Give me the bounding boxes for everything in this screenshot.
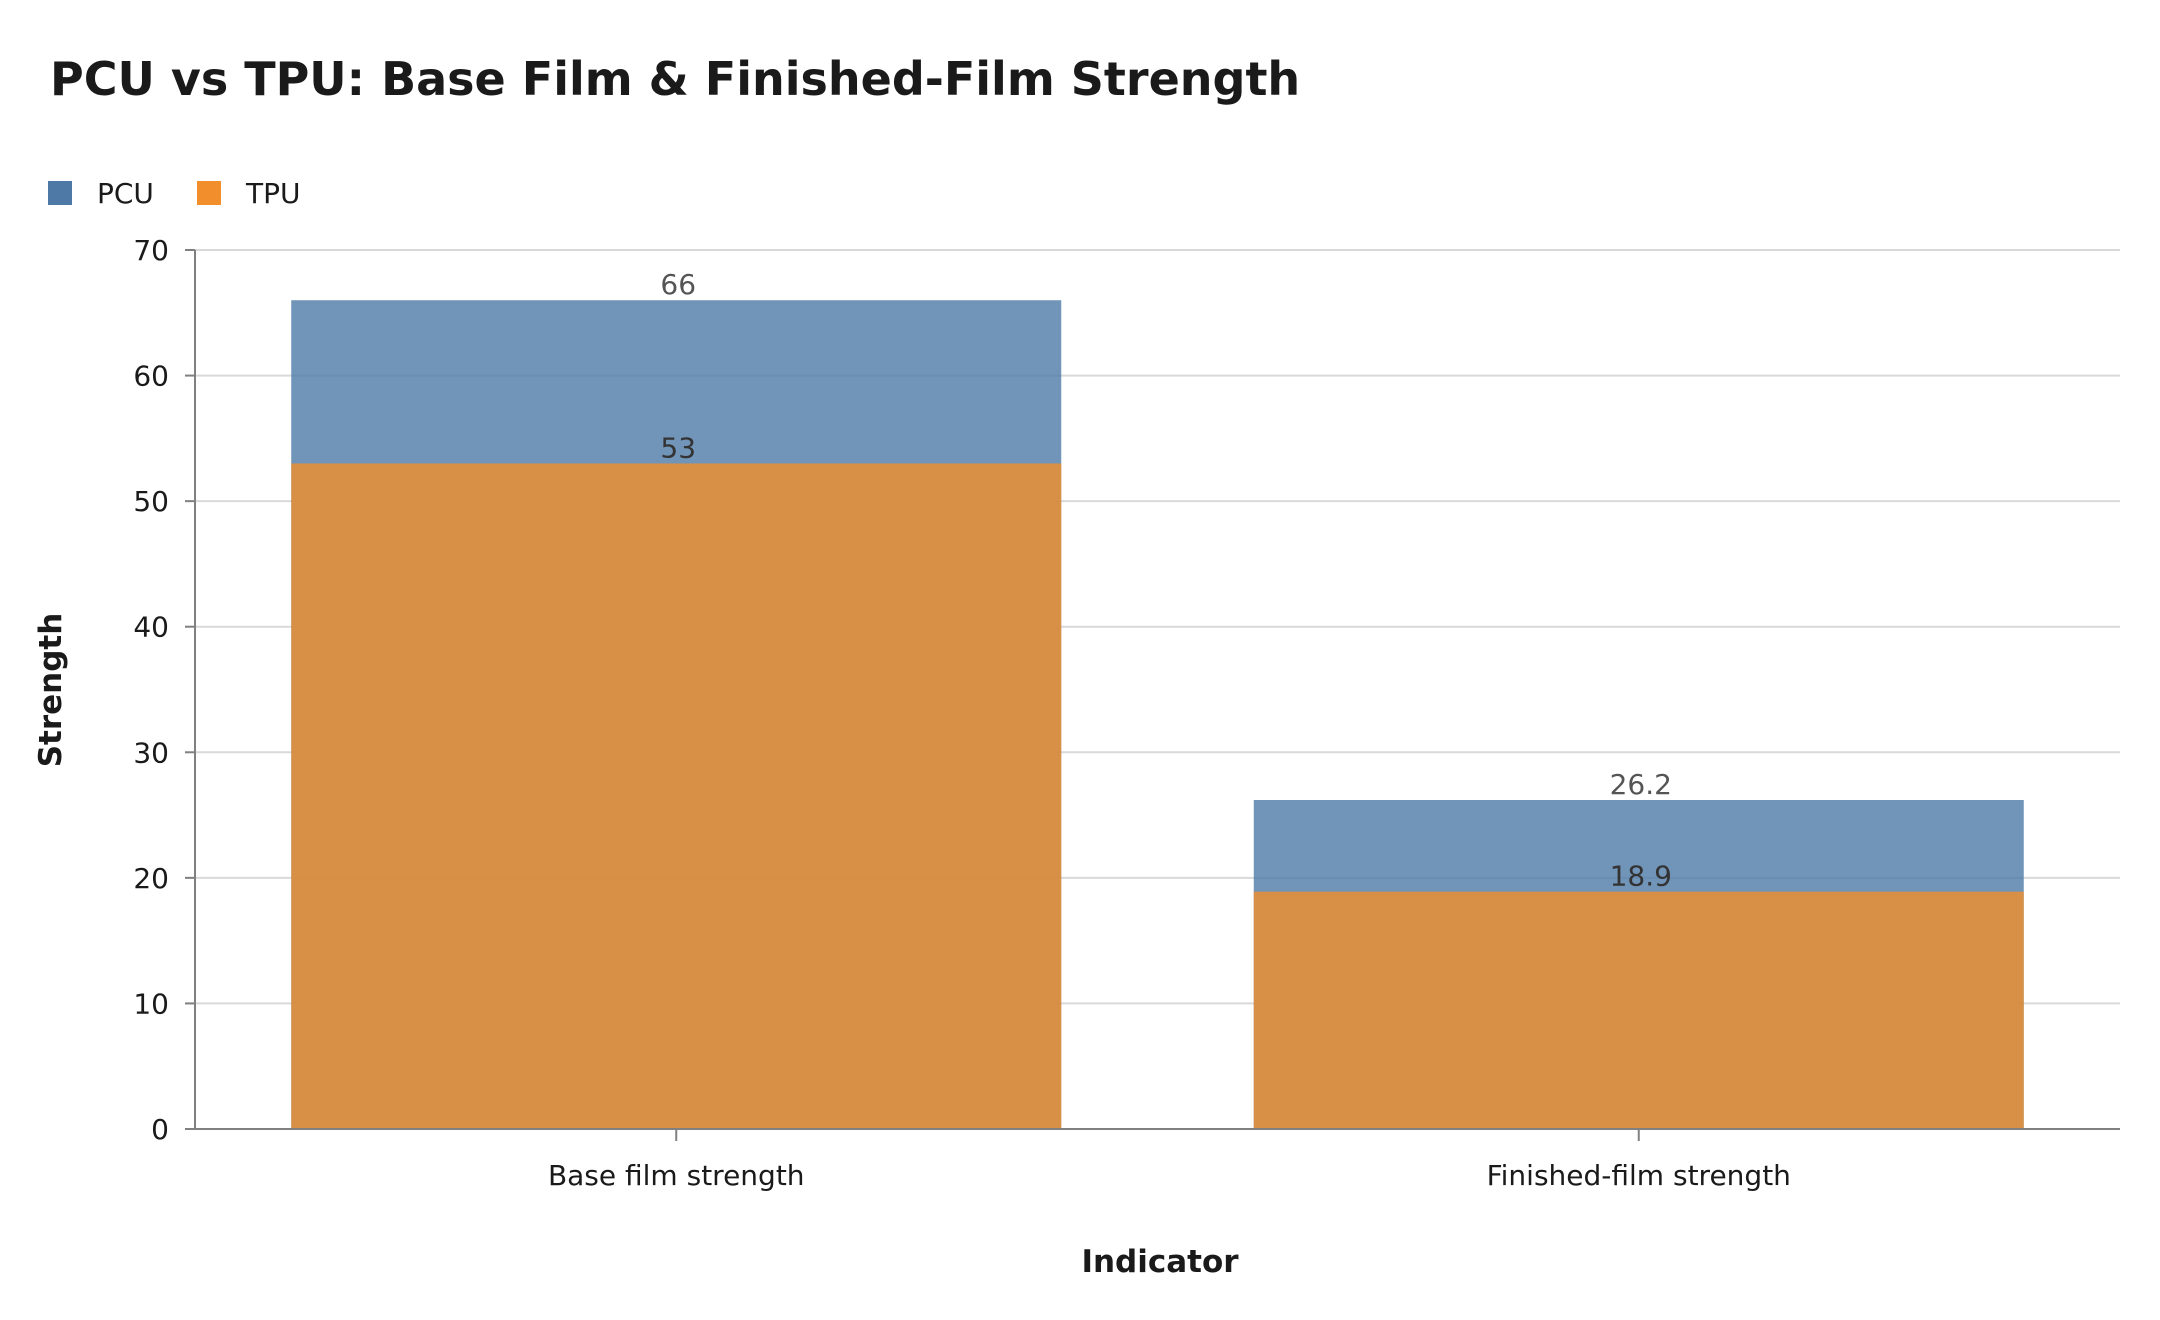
x-tick-label-1: Finished-film strength [1487, 1159, 1791, 1192]
y-tick-label-50: 50 [133, 485, 169, 518]
x-axis-title: Indicator [1081, 1244, 1239, 1280]
y-tick-label-30: 30 [133, 736, 169, 769]
y-tick-label-20: 20 [133, 862, 169, 895]
data-labels: 66 53 26.2 18.9 [660, 268, 1671, 892]
legend-label-tpu: TPU [245, 177, 300, 210]
data-label-pcu-0: 66 [660, 268, 696, 301]
data-label-tpu-0: 53 [660, 431, 696, 464]
legend: PCU TPU [48, 177, 300, 210]
y-tick-label-60: 60 [133, 360, 169, 393]
y-axis-title: Strength [33, 613, 69, 768]
y-tick-label-70: 70 [133, 234, 169, 267]
legend-swatch-pcu [48, 181, 72, 205]
y-tick-label-0: 0 [151, 1113, 169, 1146]
bar-tpu-0 [291, 463, 1062, 1129]
axes: 0 10 20 30 40 50 60 70 Base film strength Finishe… [133, 234, 2120, 1192]
data-label-tpu-1: 18.9 [1610, 860, 1672, 893]
legend-swatch-tpu [197, 181, 221, 205]
y-tick-label-10: 10 [133, 987, 169, 1020]
bars [291, 300, 2024, 1129]
chart-title: PCU vs TPU: Base Film & Finished-Film St… [50, 52, 1300, 106]
y-tick-label-40: 40 [133, 611, 169, 644]
x-tick-label-0: Base film strength [548, 1159, 805, 1192]
legend-label-pcu: PCU [97, 177, 154, 210]
bar-tpu-1 [1253, 891, 2024, 1129]
data-label-pcu-1: 26.2 [1610, 768, 1672, 801]
